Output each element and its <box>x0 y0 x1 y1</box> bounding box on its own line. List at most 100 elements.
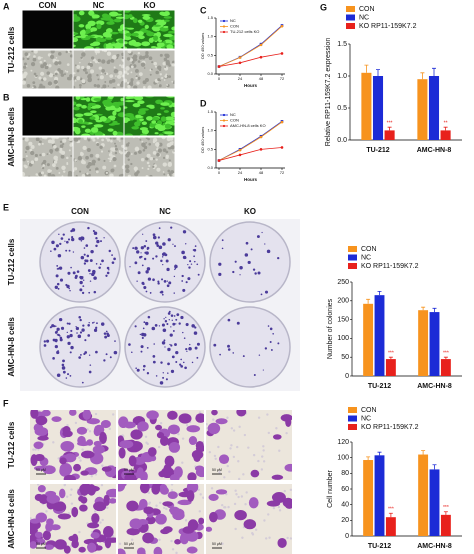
colony <box>158 325 161 327</box>
colony <box>236 321 240 325</box>
colony <box>69 351 72 354</box>
y-axis-title: OD 450 values <box>200 33 205 59</box>
colony <box>182 361 185 364</box>
colony <box>136 250 140 254</box>
y-axis-title: Relative RP11-159K7.2 expression <box>325 38 332 147</box>
cell <box>156 167 161 172</box>
cell <box>103 50 108 53</box>
colony <box>56 330 58 333</box>
pore <box>245 491 248 494</box>
cell <box>168 159 171 162</box>
cell <box>125 32 132 37</box>
cell <box>168 64 171 67</box>
colony <box>87 226 90 230</box>
cell <box>93 426 101 437</box>
micrograph <box>73 50 124 89</box>
cell <box>116 53 120 58</box>
pore <box>289 488 292 492</box>
cell <box>105 137 108 140</box>
colony <box>51 324 55 328</box>
cell <box>139 138 142 141</box>
colony <box>88 322 90 324</box>
cell <box>42 465 56 475</box>
cell <box>207 422 221 435</box>
cell <box>126 72 130 76</box>
pore <box>159 501 162 505</box>
colony <box>170 314 174 317</box>
cell <box>95 170 99 174</box>
cell <box>195 413 204 423</box>
cell <box>107 128 114 132</box>
cell <box>118 140 121 142</box>
cell <box>89 169 92 172</box>
pore <box>70 488 73 491</box>
cell <box>149 174 153 177</box>
cell <box>44 544 54 550</box>
cell <box>134 172 139 177</box>
colony <box>145 321 149 326</box>
colony <box>197 273 200 276</box>
cell <box>125 168 130 174</box>
cell <box>80 496 88 504</box>
cell <box>165 154 169 158</box>
colony <box>57 333 60 337</box>
legend-label: NC <box>361 415 371 422</box>
cell <box>138 35 145 40</box>
cell <box>137 60 141 63</box>
cell <box>22 57 25 61</box>
y-tick-label: 120 <box>337 439 349 446</box>
cell <box>114 151 118 155</box>
colony <box>52 357 55 360</box>
column-header: CON <box>39 1 57 10</box>
cell <box>79 484 93 495</box>
marker <box>280 120 284 124</box>
cell <box>158 84 162 88</box>
pore <box>221 503 224 507</box>
colony <box>167 238 171 242</box>
colony <box>92 269 96 274</box>
cell <box>110 58 115 63</box>
colony <box>54 285 58 289</box>
significance: *** <box>443 351 449 357</box>
error-bar <box>421 306 426 311</box>
cell <box>110 117 116 121</box>
colony <box>109 356 112 359</box>
colony <box>95 263 98 265</box>
pore <box>268 536 271 539</box>
colony <box>167 372 169 374</box>
colony <box>171 319 173 321</box>
micrograph <box>124 96 175 136</box>
colony <box>196 263 199 266</box>
cell <box>248 497 259 509</box>
colony <box>68 249 71 252</box>
cell <box>146 410 159 420</box>
cell <box>141 14 151 17</box>
colony <box>80 236 85 241</box>
cell <box>116 69 119 72</box>
cell <box>161 137 166 140</box>
cell <box>137 51 141 55</box>
cell <box>69 50 72 53</box>
cell <box>25 155 28 158</box>
cell <box>206 526 213 532</box>
legend-marker <box>222 25 226 28</box>
cell <box>139 118 144 122</box>
colony <box>67 373 70 376</box>
cell <box>55 85 60 89</box>
cell <box>63 474 76 480</box>
cell <box>76 69 80 73</box>
colony <box>161 256 164 258</box>
scale-bar-label: 50 μM <box>212 542 222 546</box>
bar <box>363 460 374 536</box>
cell <box>123 421 136 429</box>
colony <box>89 280 92 282</box>
cell <box>135 115 144 119</box>
cell <box>30 144 35 149</box>
pore <box>223 506 226 509</box>
cell <box>109 173 114 177</box>
pore <box>155 504 158 507</box>
pore <box>100 484 104 487</box>
cell <box>93 501 107 512</box>
cell <box>79 30 86 36</box>
colony <box>113 350 118 355</box>
